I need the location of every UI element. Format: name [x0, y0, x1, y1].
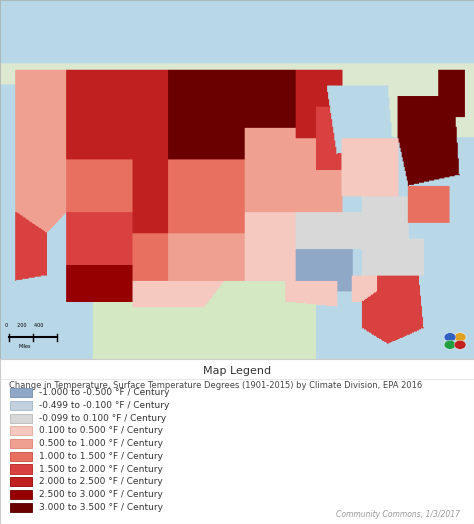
- Circle shape: [454, 340, 466, 350]
- Bar: [10, 477, 32, 486]
- Text: 3.000 to 3.500 °F / Century: 3.000 to 3.500 °F / Century: [39, 503, 163, 511]
- Text: -0.099 to 0.100 °F / Century: -0.099 to 0.100 °F / Century: [39, 413, 166, 423]
- Bar: [10, 464, 32, 474]
- Text: 0.100 to 0.500 °F / Century: 0.100 to 0.500 °F / Century: [39, 427, 163, 435]
- Text: Map Legend: Map Legend: [203, 366, 271, 376]
- Text: Miles: Miles: [19, 344, 31, 349]
- Bar: [10, 490, 32, 499]
- Bar: [10, 401, 32, 410]
- Circle shape: [454, 333, 466, 342]
- Bar: [10, 413, 32, 423]
- Bar: [10, 388, 32, 397]
- Text: 1.000 to 1.500 °F / Century: 1.000 to 1.500 °F / Century: [39, 452, 163, 461]
- Bar: [10, 452, 32, 461]
- Text: 2.000 to 2.500 °F / Century: 2.000 to 2.500 °F / Century: [39, 477, 163, 486]
- Text: 0.500 to 1.000 °F / Century: 0.500 to 1.000 °F / Century: [39, 439, 163, 448]
- Text: -1.000 to -0.500 °F / Century: -1.000 to -0.500 °F / Century: [39, 388, 169, 397]
- Circle shape: [444, 340, 456, 350]
- Circle shape: [444, 333, 456, 342]
- Text: -0.499 to -0.100 °F / Century: -0.499 to -0.100 °F / Century: [39, 401, 169, 410]
- Text: Change in Temperature, Surface Temperature Degrees (1901-2015) by Climate Divisi: Change in Temperature, Surface Temperatu…: [9, 381, 423, 390]
- Text: Community Commons, 1/3/2017: Community Commons, 1/3/2017: [336, 510, 460, 519]
- Bar: [10, 427, 32, 435]
- Text: 0      200     400: 0 200 400: [5, 323, 43, 328]
- Bar: [10, 503, 32, 512]
- Text: 2.500 to 3.000 °F / Century: 2.500 to 3.000 °F / Century: [39, 490, 163, 499]
- Text: 1.500 to 2.000 °F / Century: 1.500 to 2.000 °F / Century: [39, 465, 163, 474]
- Bar: [10, 439, 32, 448]
